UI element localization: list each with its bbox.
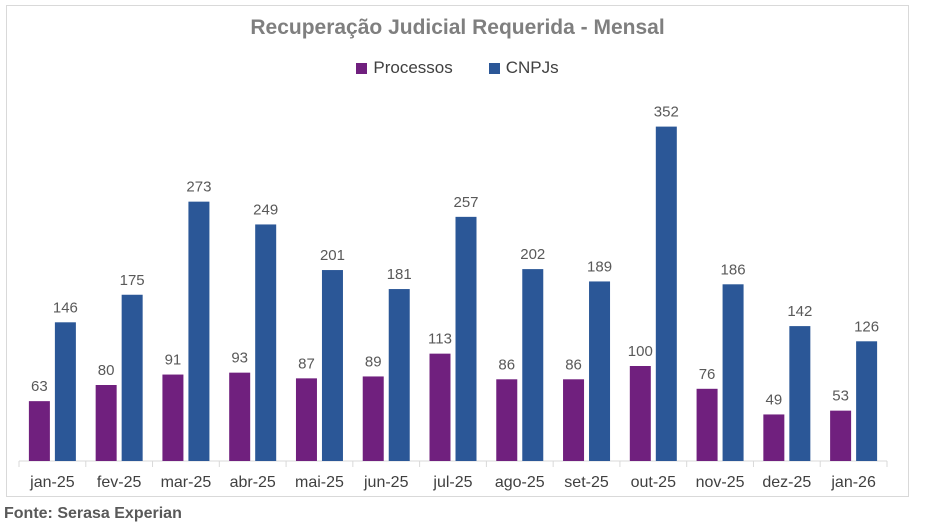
chart-title: Recuperação Judicial Requerida - Mensal: [250, 16, 665, 39]
bar-processos: [28, 401, 50, 461]
x-tick-label: mai-25: [295, 474, 344, 491]
bar-cnpjs: [789, 326, 811, 461]
data-label: 49: [766, 391, 783, 408]
data-label: 175: [120, 272, 145, 289]
bar-processos: [229, 372, 251, 461]
data-label: 53: [832, 388, 849, 405]
bar-processos: [95, 385, 117, 461]
chart-legend: Processos CNPJs: [0, 58, 915, 78]
source-note: Fonte: Serasa Experian: [4, 505, 182, 522]
x-tick-label: jun-25: [363, 474, 409, 491]
bar-processos: [429, 353, 451, 461]
data-label: 189: [587, 258, 612, 275]
bar-cnpjs: [589, 281, 611, 461]
bar-processos: [295, 378, 317, 461]
x-tick-label: nov-25: [696, 474, 745, 491]
x-tick-label: dez-25: [762, 474, 811, 491]
data-label: 142: [787, 303, 812, 320]
bar-cnpjs: [722, 284, 744, 461]
x-tick-label: jul-25: [432, 474, 472, 491]
legend-swatch-cnpjs: [488, 62, 500, 74]
x-tick-label: abr-25: [230, 474, 276, 491]
data-label: 76: [699, 366, 716, 383]
data-label: 126: [854, 318, 879, 335]
data-label: 91: [165, 352, 182, 369]
bar-cnpjs: [856, 341, 878, 461]
data-label: 86: [565, 356, 582, 373]
data-label: 201: [320, 247, 345, 264]
legend-item-processos: Processos: [356, 58, 453, 78]
data-label: 93: [231, 350, 248, 367]
x-tick-label: fev-25: [97, 474, 142, 491]
bar-processos: [696, 388, 718, 461]
legend-label-cnpjs: CNPJs: [505, 58, 559, 77]
bar-processos: [763, 414, 785, 461]
data-label: 80: [98, 362, 115, 379]
x-tick-label: set-25: [564, 474, 609, 491]
x-tick-label: out-25: [631, 474, 676, 491]
bar-cnpjs: [188, 201, 210, 461]
x-tick-label: ago-25: [495, 474, 545, 491]
data-label: 181: [387, 266, 412, 283]
bar-processos: [496, 379, 518, 461]
bar-processos: [563, 379, 585, 461]
bar-processos: [629, 366, 651, 461]
data-label: 86: [498, 356, 515, 373]
bar-cnpjs: [388, 289, 410, 461]
data-label: 100: [628, 343, 653, 360]
data-label: 273: [186, 179, 211, 196]
bar-processos: [362, 376, 384, 461]
data-label: 186: [721, 261, 746, 278]
data-label: 352: [654, 104, 679, 121]
bar-processos: [830, 410, 852, 461]
data-label: 202: [520, 246, 545, 263]
data-label: 249: [253, 201, 278, 218]
bar-cnpjs: [522, 269, 544, 461]
bar-cnpjs: [54, 322, 76, 461]
legend-swatch-processos: [356, 62, 368, 74]
x-tick-label: jan-26: [830, 474, 876, 491]
data-label: 63: [31, 378, 48, 395]
bar-cnpjs: [655, 126, 677, 461]
data-label: 89: [365, 353, 382, 370]
bar-cnpjs: [255, 224, 277, 461]
bar-processos: [162, 374, 184, 461]
data-label: 87: [298, 355, 315, 372]
data-label: 257: [453, 194, 478, 211]
x-tick-label: jan-25: [29, 474, 75, 491]
legend-item-cnpjs: CNPJs: [488, 58, 559, 78]
bar-cnpjs: [321, 270, 343, 461]
legend-label-processos: Processos: [373, 58, 453, 77]
x-tick-label: mar-25: [161, 474, 212, 491]
bar-cnpjs: [455, 216, 477, 461]
bar-cnpjs: [121, 294, 143, 461]
data-label: 113: [428, 331, 452, 348]
data-label: 146: [53, 299, 78, 316]
